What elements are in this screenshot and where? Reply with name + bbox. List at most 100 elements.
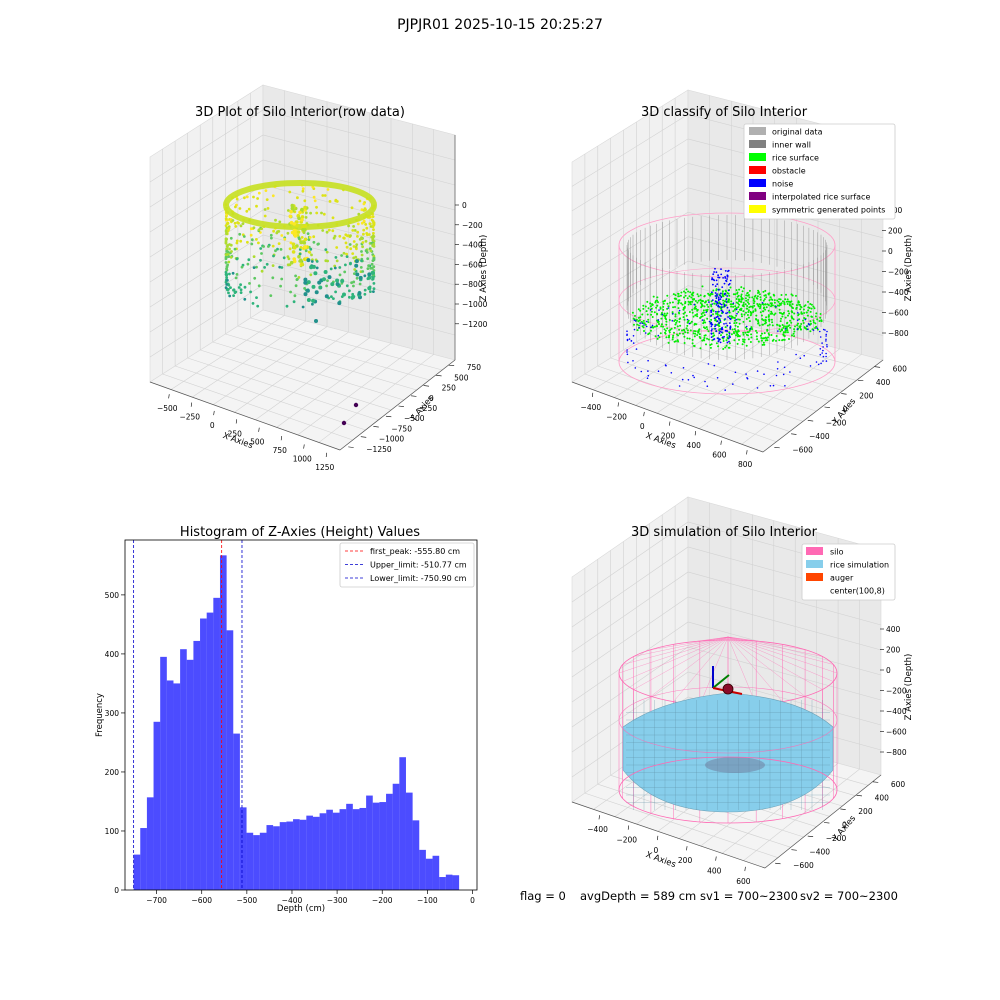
histogram-bar xyxy=(160,656,167,890)
cls-rice-surface-point xyxy=(793,335,796,338)
raw-data-point xyxy=(346,234,349,238)
cls-noise-point xyxy=(756,387,759,389)
cls-noise-point xyxy=(626,353,629,356)
raw-data-point xyxy=(224,230,228,233)
cls-y-tick-label: 0 xyxy=(843,405,848,414)
cls-rice-surface-point xyxy=(783,303,786,306)
raw-data-point xyxy=(271,276,275,280)
raw-z-tick-label: −600 xyxy=(462,260,483,269)
raw-data-point xyxy=(356,222,360,226)
cls-rice-surface-point xyxy=(702,326,705,329)
sim-silo-roof-wire xyxy=(727,636,806,650)
raw-data-point xyxy=(362,232,365,236)
cls-rice-surface-point xyxy=(655,324,658,327)
cls-rice-surface-point xyxy=(764,320,767,323)
cls-noise-point xyxy=(729,336,731,338)
cls-noise-point xyxy=(777,330,779,332)
histogram-bar xyxy=(312,816,320,890)
cls-rice-surface-point xyxy=(692,332,695,335)
cls-rice-surface-point xyxy=(735,314,738,317)
cls-noise-point xyxy=(749,327,751,330)
histogram-bar xyxy=(359,807,367,890)
cls-rice-surface-point xyxy=(710,305,713,308)
cls-rice-surface-point xyxy=(699,294,702,297)
raw-data-point xyxy=(288,247,292,251)
cls-noise-point xyxy=(682,367,685,369)
raw-data-point xyxy=(330,295,333,299)
raw-data-point xyxy=(285,304,289,308)
cls-rice-surface-point xyxy=(781,300,784,303)
cls-noise-point xyxy=(825,360,828,362)
cls-rice-surface-point xyxy=(678,320,681,323)
cls-rice-surface-point xyxy=(722,305,725,308)
cls-noise-point xyxy=(643,324,645,326)
cls-rice-surface-point xyxy=(746,314,749,316)
raw-data-point xyxy=(224,253,228,257)
cls-rice-surface-point xyxy=(770,302,773,305)
cls-rice-surface-point xyxy=(776,323,779,326)
cls-rice-surface-point xyxy=(737,306,740,308)
cls-rice-surface-point xyxy=(683,318,686,321)
cls-rice-surface-point xyxy=(791,303,794,306)
cls-noise-point xyxy=(712,283,714,286)
raw-data-point xyxy=(313,199,317,203)
cls-rice-surface-point xyxy=(673,326,676,329)
cls-rice-surface-point xyxy=(781,315,784,318)
cls-noise-point xyxy=(825,340,827,342)
cls-rice-surface-point xyxy=(703,314,706,317)
cls-noise-point xyxy=(671,320,674,322)
raw-y-tick-label: 500 xyxy=(454,373,469,382)
cls-z-axis-label: Z Axies (Depth) xyxy=(904,235,914,302)
cls-rice-surface-point xyxy=(702,311,704,314)
cls-rice-surface-point xyxy=(778,308,781,311)
raw-y-tick xyxy=(348,446,354,448)
raw-data-point xyxy=(307,238,311,242)
cls-rice-surface-point xyxy=(816,328,819,331)
cls-noise-point xyxy=(720,331,723,334)
sim-z-tick-label: 0 xyxy=(886,666,891,675)
cls-noise-point xyxy=(628,338,631,340)
raw-y-tick-label: 750 xyxy=(467,363,482,372)
raw-data-point xyxy=(355,243,359,247)
cls-noise-point xyxy=(826,330,828,333)
cls-rice-surface-point xyxy=(814,322,817,325)
sv1-text: sv1 = 700~2300 xyxy=(700,889,798,903)
cls-rice-surface-point xyxy=(733,319,736,322)
cls-rice-surface-point xyxy=(707,299,710,302)
cls-noise-point xyxy=(634,320,637,322)
raw-scatter-point xyxy=(342,292,346,297)
raw-data-point xyxy=(235,239,239,243)
cls-rice-surface-point xyxy=(813,307,816,310)
cls-noise-point xyxy=(723,335,725,338)
cls-rice-surface-point xyxy=(665,323,668,326)
raw-data-point xyxy=(265,262,269,266)
cls-rice-surface-point xyxy=(712,313,714,316)
cls-rice-surface-point xyxy=(767,309,770,312)
cls-noise-point xyxy=(708,301,710,303)
cls-noise-point xyxy=(723,293,726,296)
cls-x-tick xyxy=(643,411,645,417)
cls-rice-surface-point xyxy=(677,311,680,314)
cls-rice-surface-point xyxy=(665,320,668,323)
cls-rice-surface-point xyxy=(734,305,737,308)
cls-rice-surface-point xyxy=(755,297,758,300)
cls-rice-surface-point xyxy=(706,303,709,306)
cls-rice-surface-point xyxy=(685,327,688,330)
cls-rice-surface-point xyxy=(699,298,702,301)
raw-center-point xyxy=(289,209,293,214)
cls-legend-label: original data xyxy=(772,128,823,137)
cls-rice-surface-point xyxy=(781,329,783,332)
cls-rice-surface-point xyxy=(657,321,659,324)
raw-data-point xyxy=(224,237,228,241)
cls-rice-surface-point xyxy=(799,308,802,311)
raw-data-point xyxy=(225,272,229,276)
raw-data-point xyxy=(372,287,376,291)
raw-data-point xyxy=(224,286,228,290)
cls-rice-surface-point xyxy=(778,302,781,305)
raw-data-point xyxy=(267,245,270,248)
cls-rice-surface-point xyxy=(676,325,679,328)
cls-rice-surface-point xyxy=(761,337,764,340)
raw-data-point xyxy=(252,195,255,199)
cls-rice-surface-point xyxy=(700,306,703,309)
